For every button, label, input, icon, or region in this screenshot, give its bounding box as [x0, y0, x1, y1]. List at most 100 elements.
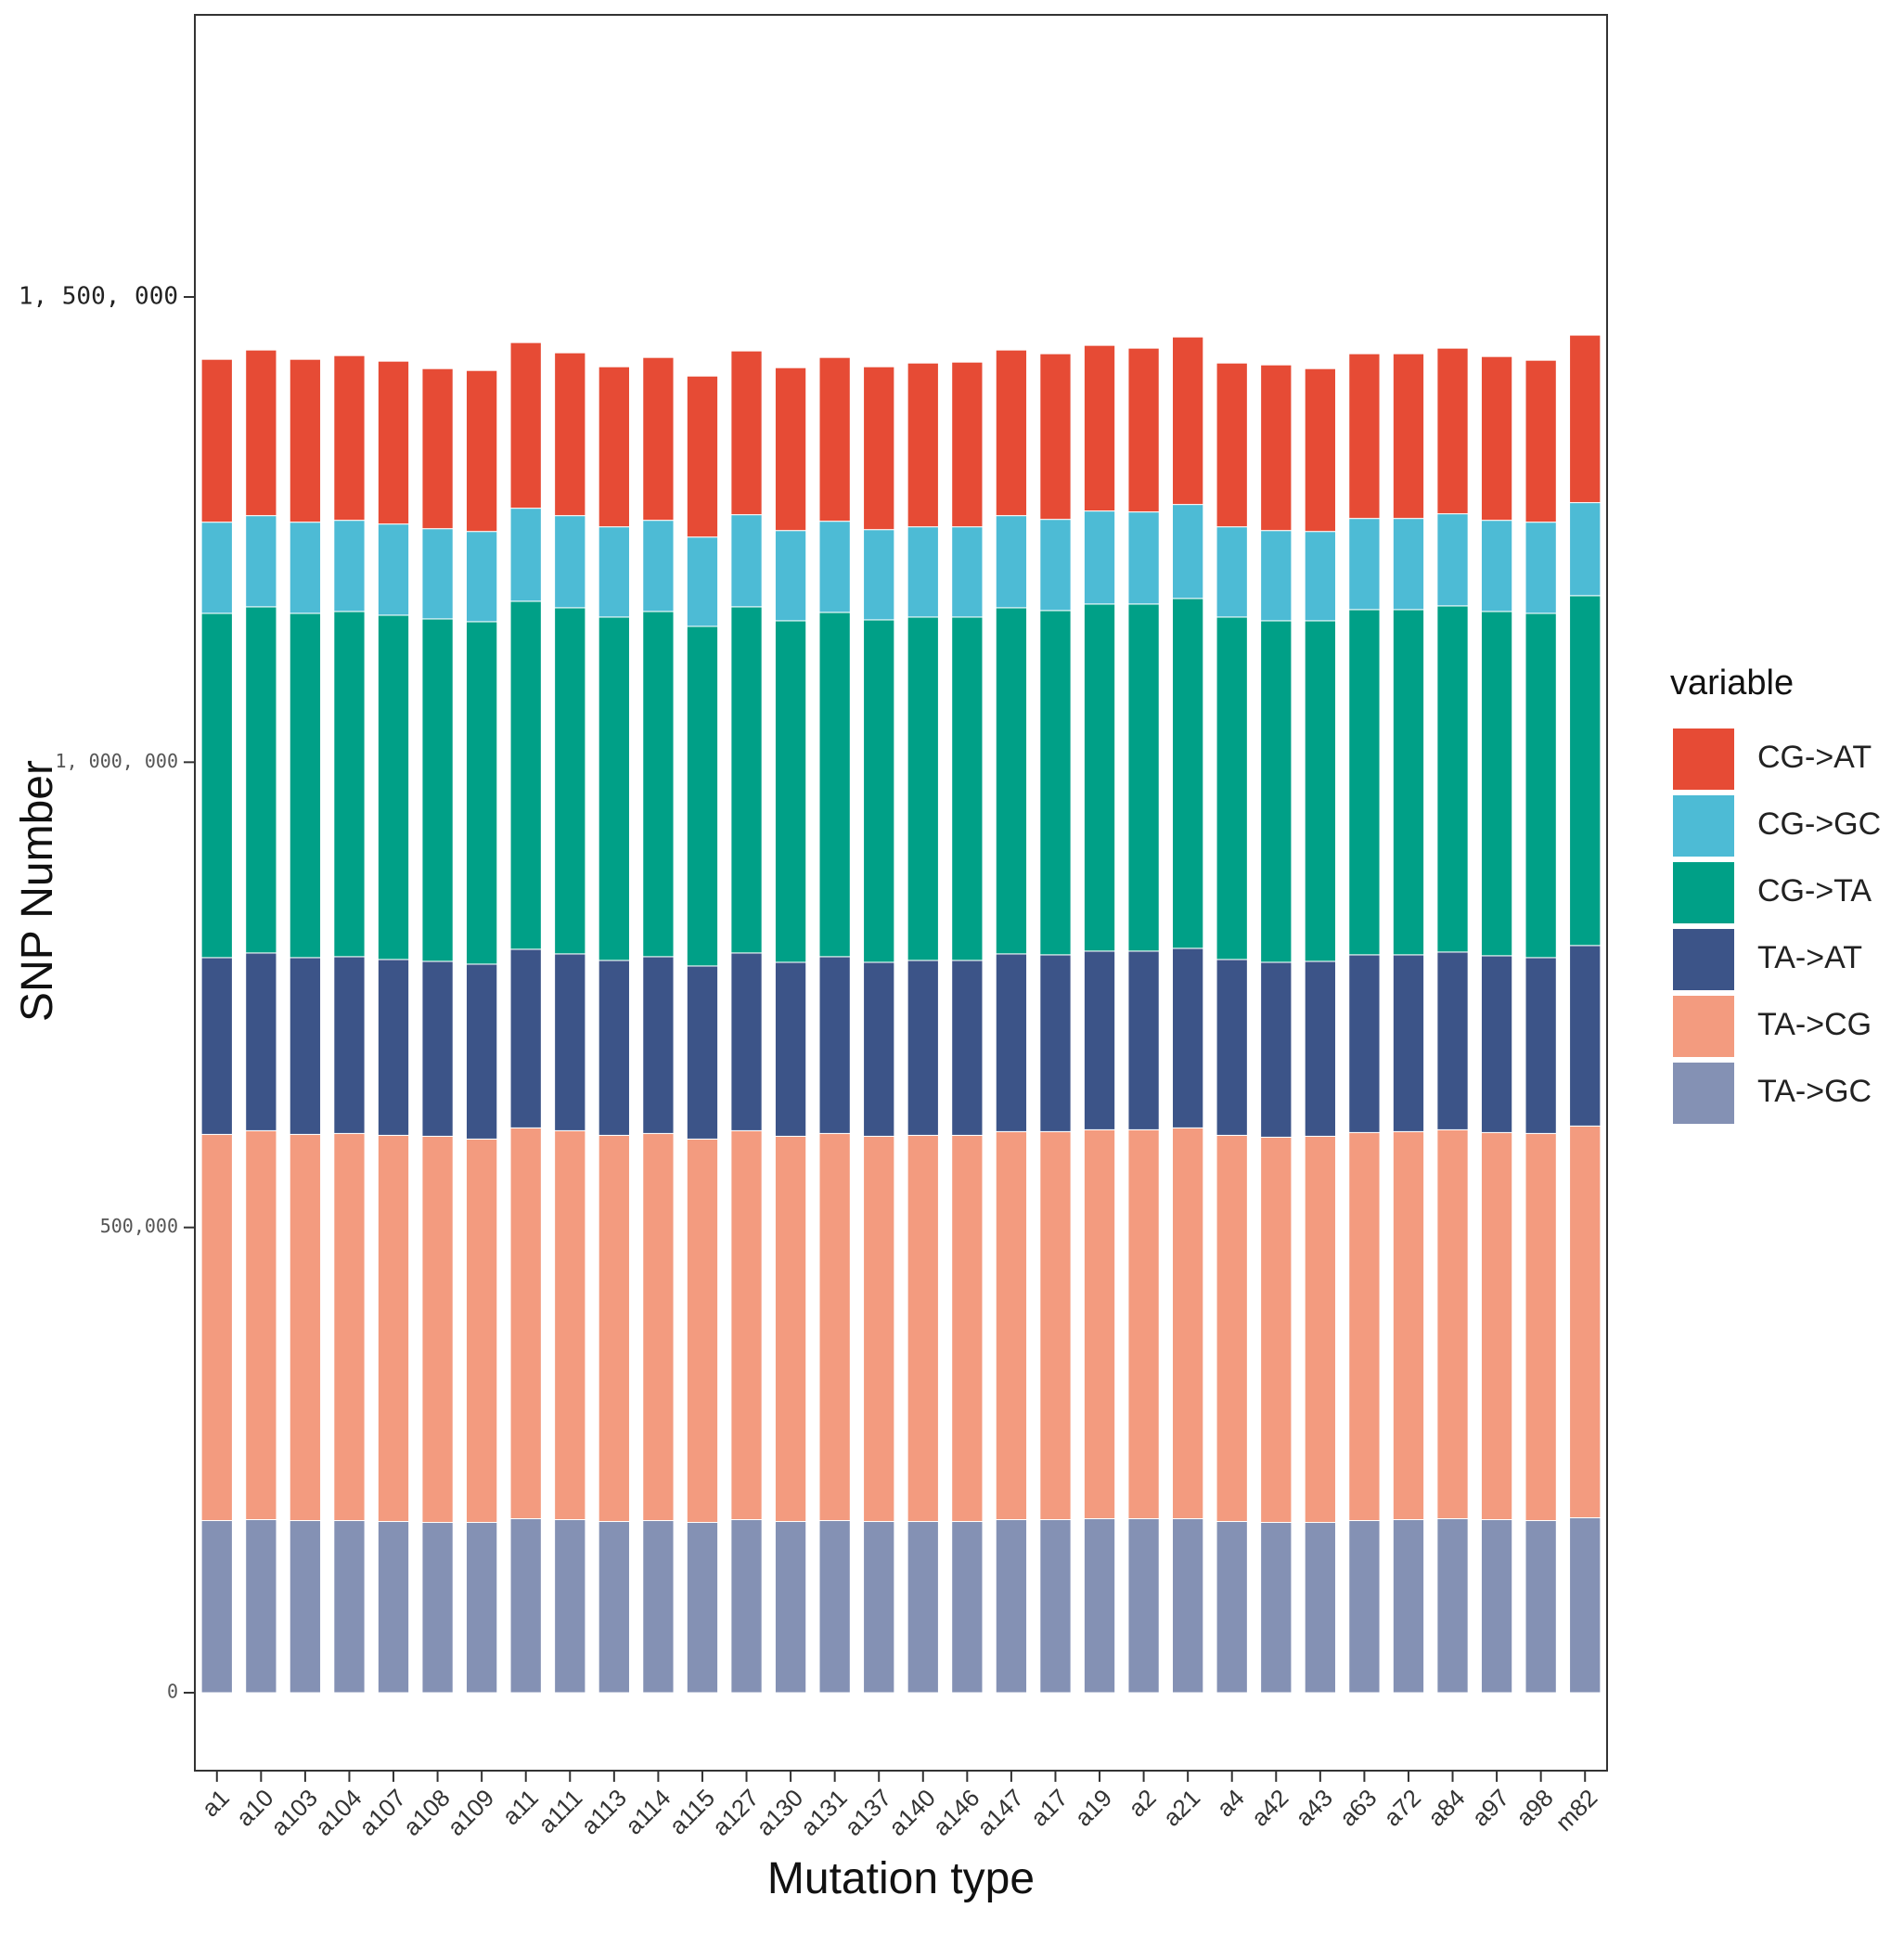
bar-segment-a130-cg-to-at	[774, 367, 807, 532]
bar-segment-a98-ta-to-cg	[1524, 1132, 1557, 1522]
bar-segment-a63-ta-to-gc	[1348, 1520, 1381, 1694]
bar-segment-a114-ta-to-cg	[642, 1132, 675, 1522]
bar-segment-a114-ta-to-gc	[642, 1520, 675, 1694]
bar-segment-a107-cg-to-at	[377, 360, 410, 525]
x-tick-label: a127	[707, 1784, 765, 1841]
legend-label: CG->TA	[1757, 873, 1872, 909]
legend-label: CG->GC	[1757, 806, 1881, 842]
bar-segment-a103-ta-to-cg	[289, 1133, 322, 1522]
legend-label: TA->CG	[1757, 1007, 1872, 1042]
bar-segment-a114-cg-to-at	[642, 356, 675, 522]
bar-segment-a42-ta-to-cg	[1260, 1136, 1293, 1524]
bar-segment-a4-ta-to-gc	[1216, 1521, 1248, 1694]
x-tick-label: a114	[620, 1784, 676, 1840]
bar-segment-a84-cg-to-ta	[1436, 605, 1469, 953]
bar-segment-a72-ta-to-cg	[1392, 1130, 1425, 1520]
bar-segment-a4-cg-to-gc	[1216, 526, 1248, 618]
bar-segment-a21-ta-to-gc	[1172, 1518, 1204, 1694]
bar-segment-a19-cg-to-at	[1083, 344, 1116, 512]
y-axis-title: SNP Number	[13, 760, 62, 1022]
x-tick-label: a42	[1245, 1784, 1293, 1832]
bar-segment-a137-ta-to-cg	[863, 1135, 895, 1523]
bar-segment-a108-cg-to-gc	[421, 528, 454, 620]
y-tick-label: 0	[167, 1681, 178, 1703]
bar-segment-a127-ta-to-cg	[730, 1129, 763, 1520]
bar-segment-a115-ta-to-gc	[686, 1522, 719, 1694]
bar-segment-a113-cg-to-gc	[598, 526, 630, 618]
x-tick-label: a43	[1290, 1784, 1338, 1832]
bar-segment-a113-cg-to-at	[598, 366, 630, 528]
bar-segment-a104-ta-to-at	[333, 956, 366, 1134]
legend-key-ta-to-at	[1671, 927, 1736, 992]
bar-segment-a2-ta-to-cg	[1127, 1128, 1160, 1519]
y-axis: 0 500,000 1, 000, 000 1, 500, 000	[19, 283, 195, 1703]
bar-segment-a43-cg-to-gc	[1304, 531, 1336, 622]
bar-segment-a21-cg-to-gc	[1172, 504, 1204, 600]
bar-segment-a146-cg-to-at	[951, 361, 984, 528]
bar-segment-a43-ta-to-cg	[1304, 1135, 1336, 1524]
bar-segment-m82-ta-to-at	[1569, 945, 1602, 1127]
bar-segment-a11-cg-to-at	[509, 342, 542, 509]
x-tick-label: a140	[883, 1784, 941, 1841]
bar-segment-a72-cg-to-at	[1392, 353, 1425, 520]
bar-segment-a111-cg-to-gc	[554, 515, 586, 609]
bar-segment-a2-ta-to-gc	[1127, 1518, 1160, 1694]
bar-segment-a127-cg-to-at	[730, 350, 763, 516]
bar-segment-a108-cg-to-ta	[421, 618, 454, 962]
bar-segment-a137-cg-to-gc	[863, 529, 895, 621]
bar-segment-a2-cg-to-gc	[1127, 511, 1160, 605]
bar-segment-a17-cg-to-ta	[1039, 610, 1072, 956]
bar-segment-a42-cg-to-gc	[1260, 530, 1293, 622]
bar-segment-a84-ta-to-at	[1436, 951, 1469, 1130]
bar-segment-a63-ta-to-at	[1348, 954, 1381, 1133]
bar-segment-a111-cg-to-ta	[554, 607, 586, 955]
bar-segment-a107-cg-to-ta	[377, 614, 410, 961]
bar-segment-a104-cg-to-at	[333, 355, 366, 522]
bar-segment-a115-ta-to-at	[686, 965, 719, 1140]
bar-segment-a63-cg-to-at	[1348, 353, 1381, 520]
x-tick-label: a72	[1378, 1784, 1426, 1832]
bar-segment-a17-ta-to-at	[1039, 954, 1072, 1132]
bar-segment-a104-cg-to-ta	[333, 611, 366, 958]
bar-segment-a43-cg-to-ta	[1304, 620, 1336, 962]
bar-segment-a131-ta-to-at	[818, 956, 851, 1134]
bar-segment-a17-cg-to-at	[1039, 353, 1072, 521]
y-tick-label: 1, 000, 000	[56, 750, 178, 772]
bar-segment-a11-ta-to-at	[509, 948, 542, 1128]
x-tick-label: a130	[751, 1784, 808, 1841]
x-tick-label: a17	[1025, 1784, 1074, 1832]
bar-segment-a103-cg-to-at	[289, 358, 322, 523]
bar-segment-a1-cg-to-at	[200, 358, 233, 523]
bar-segment-a130-ta-to-gc	[774, 1521, 807, 1694]
bar-segment-a115-cg-to-at	[686, 375, 719, 538]
bar-segment-a137-ta-to-at	[863, 961, 895, 1137]
bar-segment-a146-ta-to-gc	[951, 1521, 984, 1694]
bar-segment-a97-ta-to-cg	[1480, 1131, 1513, 1520]
y-tick-label: 1, 500, 000	[19, 283, 178, 311]
bar-segment-m82-ta-to-cg	[1569, 1125, 1602, 1518]
x-axis: a1a10a103a104a107a108a109a11a111a113a114…	[196, 1771, 1602, 1841]
bar-segment-a111-ta-to-cg	[554, 1129, 586, 1520]
bar-segment-a10-ta-to-gc	[245, 1519, 277, 1694]
bar-segment-a10-ta-to-cg	[245, 1129, 277, 1520]
bar-segment-a130-cg-to-ta	[774, 620, 807, 963]
bar-segment-a140-ta-to-cg	[907, 1134, 939, 1523]
bar-segment-a19-cg-to-ta	[1083, 603, 1116, 952]
bar-segment-a63-ta-to-cg	[1348, 1131, 1381, 1521]
bar-segment-a19-ta-to-at	[1083, 950, 1116, 1130]
bar-segment-a98-ta-to-gc	[1524, 1520, 1557, 1694]
bar-segment-a1-cg-to-gc	[200, 522, 233, 614]
bar-segment-a107-ta-to-at	[377, 959, 410, 1136]
bar-segment-a98-cg-to-gc	[1524, 522, 1557, 614]
bar-segment-a84-cg-to-at	[1436, 347, 1469, 515]
bar-segment-a11-cg-to-gc	[509, 508, 542, 602]
bar-segment-m82-cg-to-at	[1569, 334, 1602, 504]
bar-segment-a103-ta-to-gc	[289, 1520, 322, 1694]
bar-segment-a147-ta-to-cg	[995, 1130, 1028, 1520]
bar-segment-a42-cg-to-at	[1260, 364, 1293, 532]
bar-segment-a1-ta-to-at	[200, 957, 233, 1135]
bar-segment-a114-cg-to-ta	[642, 611, 675, 958]
bar-segment-a72-ta-to-at	[1392, 954, 1425, 1132]
bar-segment-a97-cg-to-at	[1480, 355, 1513, 522]
